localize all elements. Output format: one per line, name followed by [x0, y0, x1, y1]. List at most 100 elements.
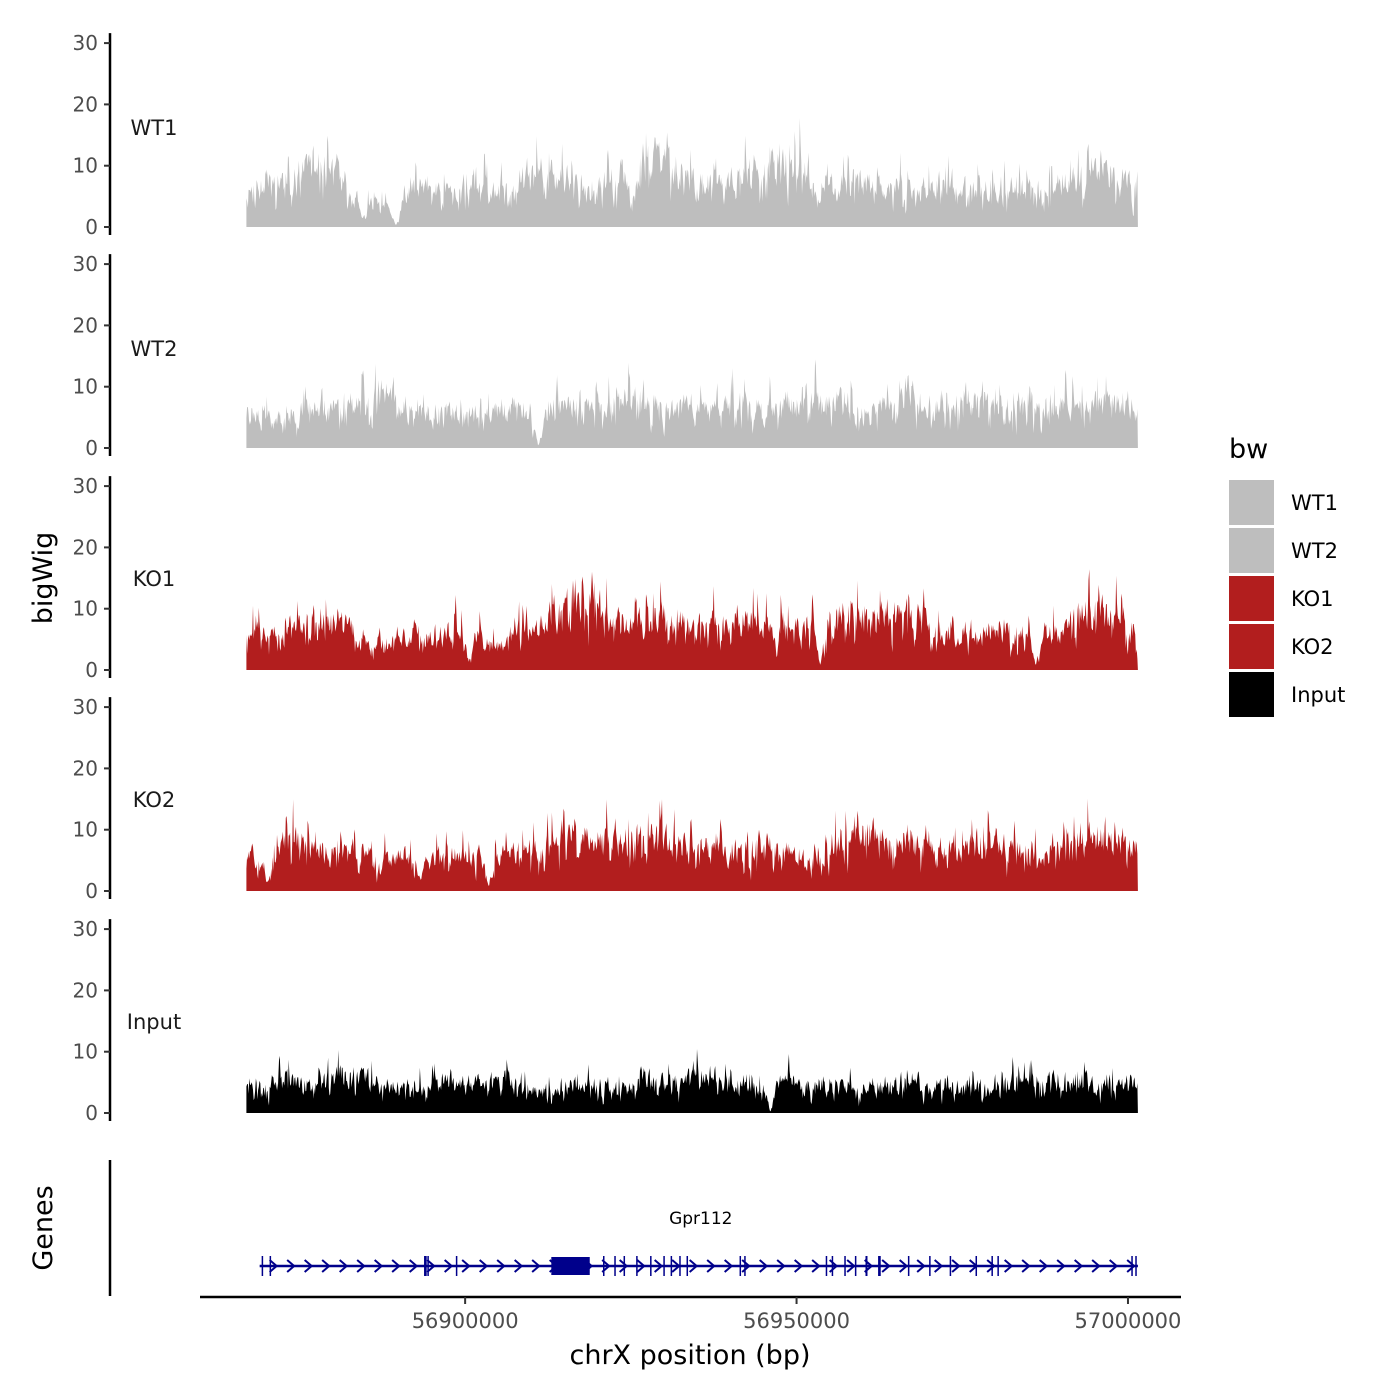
track-wt1: 0 10 20 30 WT1	[73, 31, 1138, 239]
genes-axis-label: Genes	[28, 1185, 59, 1270]
exon	[603, 1256, 605, 1276]
signal-area-wt2	[246, 359, 1138, 448]
exon	[975, 1256, 978, 1276]
y-tick-label: 30	[73, 917, 98, 941]
x-tick-label: 56900000	[412, 1309, 519, 1333]
exon	[424, 1256, 427, 1276]
strand-arrow	[899, 1259, 909, 1273]
gene-name: Gpr112	[669, 1209, 732, 1229]
exon	[679, 1256, 681, 1276]
legend-label: KO2	[1291, 635, 1334, 659]
legend-item-ko1: KO1	[1229, 576, 1334, 621]
strand-arrow	[374, 1259, 384, 1273]
exon	[907, 1256, 910, 1276]
exon	[614, 1256, 616, 1276]
exon	[997, 1256, 999, 1276]
y-tick-label: 20	[73, 756, 98, 780]
legend-swatch	[1229, 576, 1274, 621]
y-tick-label: 30	[73, 252, 98, 276]
track-input: 0 10 20 30 Input	[73, 917, 1138, 1125]
y-tick-label: 0	[85, 436, 98, 460]
legend-label: WT1	[1291, 491, 1338, 515]
strand-arrow	[339, 1259, 349, 1273]
legend-label: Input	[1291, 683, 1345, 707]
gene-gpr112: Gpr112	[259, 1209, 1138, 1276]
strand-arrow	[1021, 1259, 1031, 1273]
strand-arrow	[1074, 1259, 1084, 1273]
exon	[865, 1256, 868, 1276]
strand-arrow	[654, 1259, 664, 1273]
strand-arrow	[426, 1259, 436, 1273]
legend-swatch	[1229, 672, 1274, 717]
exon	[269, 1256, 272, 1276]
strand-arrow	[1091, 1259, 1101, 1273]
strand-arrow	[286, 1259, 296, 1273]
strand-arrow	[479, 1259, 489, 1273]
exon	[261, 1256, 264, 1276]
strand-arrow	[671, 1259, 681, 1273]
x-tick-label: 56950000	[743, 1309, 850, 1333]
track-ko2: 0 10 20 30 KO2	[73, 695, 1138, 903]
exon	[650, 1256, 652, 1276]
strand-arrow	[706, 1259, 716, 1273]
strand-arrow	[269, 1259, 279, 1273]
strand-arrow	[304, 1259, 314, 1273]
strand-arrow	[1056, 1259, 1066, 1273]
exon	[1131, 1256, 1133, 1276]
strand-arrow	[689, 1259, 699, 1273]
signal-area-ko2	[246, 798, 1138, 891]
strand-arrow	[321, 1259, 331, 1273]
exon	[663, 1256, 665, 1276]
strand-arrow	[356, 1259, 366, 1273]
legend-title: bw	[1229, 434, 1268, 465]
track-ko1: 0 10 20 30 KO1	[73, 474, 1138, 682]
track-wt2: 0 10 20 30 WT2	[73, 252, 1138, 460]
track-label: KO1	[133, 567, 176, 591]
legend-swatch	[1229, 624, 1274, 669]
y-tick-label: 20	[73, 92, 98, 116]
strand-arrow	[724, 1259, 734, 1273]
y-tick-label: 10	[73, 818, 98, 842]
legend-swatch	[1229, 480, 1274, 525]
strand-arrow	[759, 1259, 769, 1273]
signal-tracks: 0 10 20 30 WT1 0 10 20 30 WT2 0 10 20 30 KO1 0 10 20 30 KO2…	[73, 31, 1138, 1125]
exon	[670, 1256, 673, 1276]
y-tick-label: 20	[73, 978, 98, 1002]
exon	[854, 1256, 857, 1276]
exon	[455, 1256, 458, 1276]
strand-arrow	[1126, 1259, 1136, 1273]
signal-area-ko1	[246, 569, 1138, 670]
strand-arrow	[619, 1259, 629, 1273]
strand-arrow	[1109, 1259, 1119, 1273]
strand-arrow	[391, 1259, 401, 1273]
exon	[991, 1256, 993, 1276]
exon	[844, 1256, 846, 1276]
exon	[636, 1256, 638, 1276]
track-label: Input	[127, 1010, 181, 1034]
strand-arrow	[1039, 1259, 1049, 1273]
exon	[427, 1256, 429, 1276]
x-axis-label: chrX position (bp)	[569, 1340, 810, 1371]
strand-arrow	[531, 1259, 541, 1273]
strand-arrow	[1004, 1259, 1014, 1273]
y-tick-label: 0	[85, 658, 98, 682]
strand-arrow	[776, 1259, 786, 1273]
strand-arrow	[636, 1259, 646, 1273]
strand-arrow	[514, 1259, 524, 1273]
x-tick-label: 57000000	[1075, 1309, 1182, 1333]
legend-label: WT2	[1291, 539, 1338, 563]
strand-arrow	[409, 1259, 419, 1273]
exon	[623, 1256, 626, 1276]
signal-area-wt1	[246, 118, 1138, 227]
legend-item-input: Input	[1229, 672, 1345, 717]
y-tick-label: 10	[73, 597, 98, 621]
legend-label: KO1	[1291, 587, 1334, 611]
exon	[744, 1256, 746, 1276]
y-tick-label: 20	[73, 535, 98, 559]
exon	[949, 1256, 952, 1276]
exon	[929, 1256, 931, 1276]
legend-item-ko2: KO2	[1229, 624, 1334, 669]
strand-arrow	[986, 1259, 996, 1273]
strand-arrow	[916, 1259, 926, 1273]
